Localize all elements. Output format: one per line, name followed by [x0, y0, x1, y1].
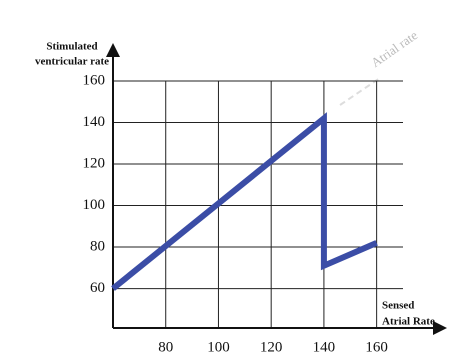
data-line	[113, 118, 377, 288]
chart: Atrial rate Stimulated ventricular rate …	[0, 0, 464, 360]
annotation-group: Atrial rate	[368, 27, 420, 70]
x-tick-label: 160	[365, 339, 388, 355]
annotation: Atrial rate	[368, 27, 420, 70]
y-axis-label: ventricular rate	[35, 56, 109, 68]
x-axis-label: Sensed	[382, 300, 414, 312]
y-tick-label: 80	[90, 238, 105, 254]
y-tick-label: 140	[83, 114, 106, 130]
y-tick-label: 120	[83, 155, 106, 171]
y-tick-label: 160	[83, 72, 106, 88]
x-tick-label: 120	[260, 339, 283, 355]
annotation-line	[340, 78, 380, 105]
x-tick-label: 100	[207, 339, 230, 355]
x-tick-label: 80	[158, 339, 173, 355]
y-tick-label: 100	[83, 197, 106, 213]
x-tick-label: 140	[313, 339, 336, 355]
y-axis-label: Stimulated	[46, 41, 97, 53]
x-axis-label: Atrial Rate	[382, 316, 435, 328]
y-tick-label: 60	[90, 280, 105, 296]
